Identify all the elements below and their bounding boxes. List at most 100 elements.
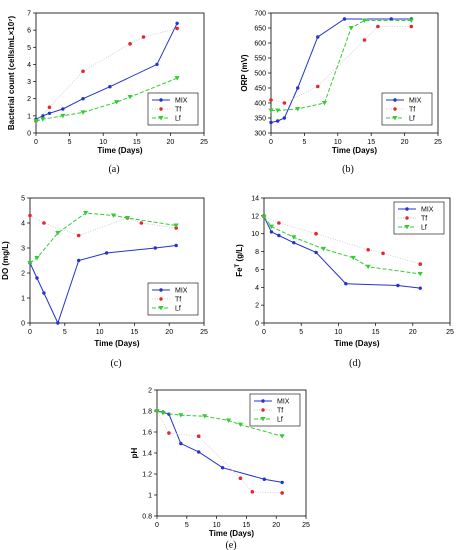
data-point-mix — [175, 21, 179, 25]
legend: MIX Tf Lf — [147, 92, 199, 126]
data-point-lf — [60, 113, 66, 119]
data-point-mix — [174, 243, 178, 248]
y-tick-label: 6 — [255, 267, 259, 274]
data-point-mix — [396, 283, 400, 288]
data-point-lf — [202, 414, 208, 419]
data-point-lf — [80, 110, 86, 115]
x-tick-label: 20 — [272, 522, 280, 529]
y-axis-label: DO (mg/L) — [1, 241, 10, 280]
x-tick-label: 0 — [34, 139, 38, 146]
data-point-lf — [55, 231, 61, 236]
data-point-tf — [362, 38, 367, 42]
legend-box — [393, 201, 445, 235]
legend-box — [381, 92, 433, 126]
x-axis-label: Time (Days) — [334, 339, 380, 348]
y-tick-label: 650 — [254, 26, 266, 33]
x-tick-label: 20 — [167, 139, 175, 146]
legend-label-tf: Tf — [175, 297, 181, 304]
legend-marker-mix — [393, 98, 397, 102]
data-point-tf — [381, 251, 385, 256]
y-tick-label: 5 — [27, 45, 31, 52]
y-tick-label: 2 — [21, 271, 25, 278]
y-axis-label: FeT (g/L) — [235, 244, 244, 277]
legend-label-lf: Lf — [409, 116, 415, 123]
data-point-mix — [42, 291, 46, 295]
legend-label-mix: MIX — [421, 207, 434, 214]
y-tick-label: 2 — [148, 388, 152, 395]
legend-label-tf: Tf — [277, 408, 283, 415]
data-point-tf — [314, 231, 318, 236]
data-point-lf — [320, 246, 327, 252]
legend-marker-lf — [158, 116, 164, 121]
data-point-lf — [348, 26, 354, 31]
data-point-lf — [110, 213, 117, 218]
x-tick-label: 5 — [185, 522, 189, 529]
data-point-tf — [238, 476, 243, 481]
data-point-lf — [291, 235, 297, 240]
panel-label: (a) — [108, 164, 119, 175]
legend-label-lf: Lf — [175, 306, 181, 313]
legend-label-lf: Lf — [175, 116, 181, 123]
data-point-lf — [27, 261, 33, 266]
chart-a: 0 5 10 15 20 25 0 1 2 3 4 5 6 7 Time (Days) Bacterial c… — [7, 11, 208, 176]
data-point-mix — [277, 233, 281, 238]
data-point-lf — [365, 264, 371, 270]
y-tick-label: 4 — [255, 285, 259, 292]
x-tick-label: 10 — [96, 329, 104, 336]
data-point-tf — [376, 24, 380, 29]
data-point-lf — [83, 211, 89, 216]
x-tick-label: 10 — [335, 329, 343, 336]
data-point-tf — [175, 26, 179, 31]
legend-marker-tf — [159, 107, 163, 111]
data-point-tf — [128, 42, 132, 46]
data-point-tf — [315, 84, 320, 89]
y-tick-label: 1.2 — [142, 472, 152, 479]
y-tick-label: 700 — [254, 11, 266, 18]
data-point-mix — [292, 240, 296, 245]
x-tick-label: 0 — [262, 329, 266, 336]
x-axis-label: Time (Days) — [332, 146, 378, 155]
x-axis-label: Time (Days) — [209, 529, 255, 538]
legend-marker-tf — [393, 107, 397, 111]
data-point-tf — [139, 221, 144, 225]
legend-marker-mix — [159, 288, 163, 292]
legend-box — [147, 282, 199, 316]
legend-label-tf: Tf — [409, 107, 415, 114]
data-point-tf — [76, 233, 81, 238]
data-point-mix — [314, 250, 318, 255]
data-point-lf — [160, 411, 166, 416]
plot-frame — [29, 197, 205, 324]
data-point-lf — [295, 107, 301, 112]
legend-marker-lf — [404, 225, 410, 230]
data-point-mix — [389, 17, 393, 21]
y-tick-label: 400 — [254, 101, 266, 108]
y-tick-label: 1 — [148, 493, 152, 500]
y-tick-label: 450 — [254, 86, 266, 93]
y-tick-label: 2 — [27, 96, 31, 103]
panel-label: (e) — [225, 540, 236, 550]
y-axis-label: Bacterial count (cells/mL×10⁷) — [7, 16, 16, 131]
panel-label: (b) — [342, 164, 354, 175]
data-point-lf — [268, 108, 274, 113]
legend-marker-tf — [159, 297, 163, 301]
data-point-tf — [418, 262, 423, 266]
legend: MIX Tf Lf — [381, 92, 433, 126]
legend-box — [147, 92, 199, 126]
y-tick-label: 350 — [254, 116, 266, 123]
data-point-lf — [33, 119, 39, 124]
chart-c: 0 5 10 15 20 25 0 1 2 3 4 5 Time (Days) DO (mg/L) MIX T… — [1, 196, 208, 370]
y-tick-label: 2 — [255, 303, 259, 310]
data-point-mix — [342, 17, 347, 21]
data-point-lf — [408, 18, 414, 23]
x-tick-label: 0 — [28, 329, 32, 336]
panel-label: (c) — [110, 358, 121, 369]
x-tick-label: 25 — [446, 329, 454, 336]
data-point-mix — [316, 35, 320, 39]
y-axis-label: pH — [130, 447, 139, 458]
data-point-mix — [155, 62, 159, 67]
data-point-lf — [268, 224, 275, 229]
series-line-tf — [156, 410, 283, 494]
data-point-tf — [47, 105, 52, 110]
legend-label-mix: MIX — [409, 98, 422, 105]
